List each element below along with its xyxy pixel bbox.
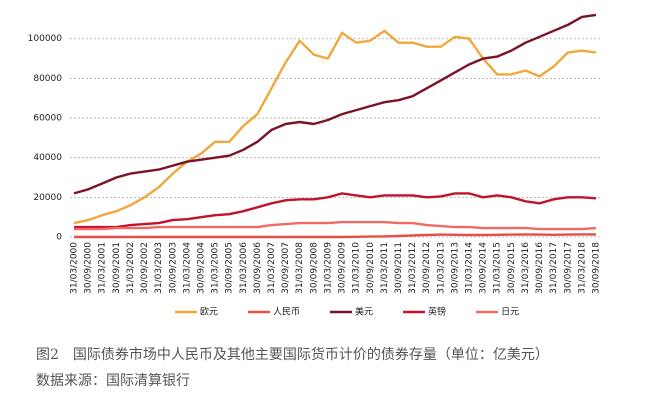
- x-tick-label: 31/03/2003: [154, 242, 164, 294]
- x-tick-label: 31/03/2016: [521, 242, 531, 294]
- x-tick-label: 30/09/2002: [140, 242, 150, 294]
- x-tick-label: 31/03/2008: [295, 242, 305, 294]
- x-tick-label: 30/09/2008: [309, 242, 319, 294]
- caption-source: 数据来源：国际清算银行: [36, 373, 190, 389]
- x-tick-label: 30/09/2016: [535, 242, 545, 294]
- y-tick-label: 60000: [33, 114, 62, 124]
- legend-label: 欧元: [200, 306, 218, 318]
- series-line: [74, 233, 596, 239]
- x-tick-label: 30/09/2009: [338, 242, 348, 294]
- x-tick-label: 31/03/2002: [126, 242, 136, 294]
- x-tick-label: 31/03/2000: [70, 242, 80, 294]
- x-tick-label: 30/09/2017: [563, 242, 573, 294]
- x-tick-label: 30/09/2005: [225, 242, 235, 294]
- x-tick-label: 31/03/2014: [465, 242, 475, 294]
- x-tick-label: 31/03/2004: [182, 242, 192, 294]
- x-tick-label: 30/09/2001: [112, 242, 122, 294]
- series-line: [73, 13, 597, 195]
- legend-label: 日元: [501, 307, 519, 318]
- x-tick-label: 31/03/2005: [211, 242, 221, 294]
- y-tick-label: 80000: [33, 74, 62, 84]
- x-tick-label: 31/03/2018: [577, 242, 587, 294]
- legend-label: 美元: [355, 306, 373, 318]
- x-tick-label: 31/03/2001: [98, 242, 108, 294]
- x-tick-label: 31/03/2013: [436, 242, 446, 294]
- x-tick-label: 31/03/2010: [352, 242, 362, 294]
- caption-title: 图2 国际债券市场中人民币及其他主要国际货币计价的债券存量（单位：亿美元）: [36, 344, 549, 364]
- x-tick-label: 31/03/2009: [323, 242, 333, 294]
- x-tick-label: 30/09/2013: [450, 242, 460, 294]
- x-tick-label: 31/03/2011: [380, 242, 390, 294]
- x-tick-label: 30/09/2011: [394, 242, 404, 294]
- legend-label: 人民币: [273, 307, 300, 318]
- y-tick-label: 40000: [33, 153, 62, 163]
- series-line: [74, 220, 597, 231]
- x-tick-label: 31/03/2007: [267, 242, 277, 294]
- figure-number: 图2: [36, 347, 59, 363]
- y-tick-label: 100000: [28, 34, 63, 44]
- x-tick-label: 30/09/2003: [168, 242, 178, 294]
- x-tick-label: 30/09/2012: [422, 242, 432, 294]
- x-tick-label: 31/03/2006: [239, 242, 249, 294]
- x-tick-label: 30/09/2000: [84, 242, 94, 294]
- legend-label: 英镑: [428, 306, 446, 318]
- x-tick-label: 30/09/2018: [592, 242, 602, 294]
- x-tick-label: 30/09/2004: [196, 242, 206, 294]
- x-tick-label: 30/09/2007: [281, 242, 291, 294]
- x-tick-label: 31/03/2012: [408, 242, 418, 294]
- x-tick-label: 30/09/2014: [479, 242, 489, 294]
- x-tick-label: 31/03/2015: [493, 242, 503, 294]
- x-tick-label: 31/03/2017: [549, 242, 559, 294]
- series-line: [74, 192, 597, 229]
- x-tick-label: 30/09/2006: [253, 242, 263, 294]
- x-tick-label: 30/09/2015: [507, 242, 517, 294]
- figure-title: 国际债券市场中人民币及其他主要国际货币计价的债券存量（单位：亿美元）: [72, 347, 549, 363]
- y-tick-label: 0: [56, 233, 62, 243]
- series-line: [73, 29, 597, 225]
- x-tick-label: 30/09/2010: [366, 242, 376, 294]
- chart: 0 20000 40000 60000 80000 100000 31/03/2000 30/…: [28, 13, 602, 318]
- y-tick-label: 20000: [33, 193, 62, 203]
